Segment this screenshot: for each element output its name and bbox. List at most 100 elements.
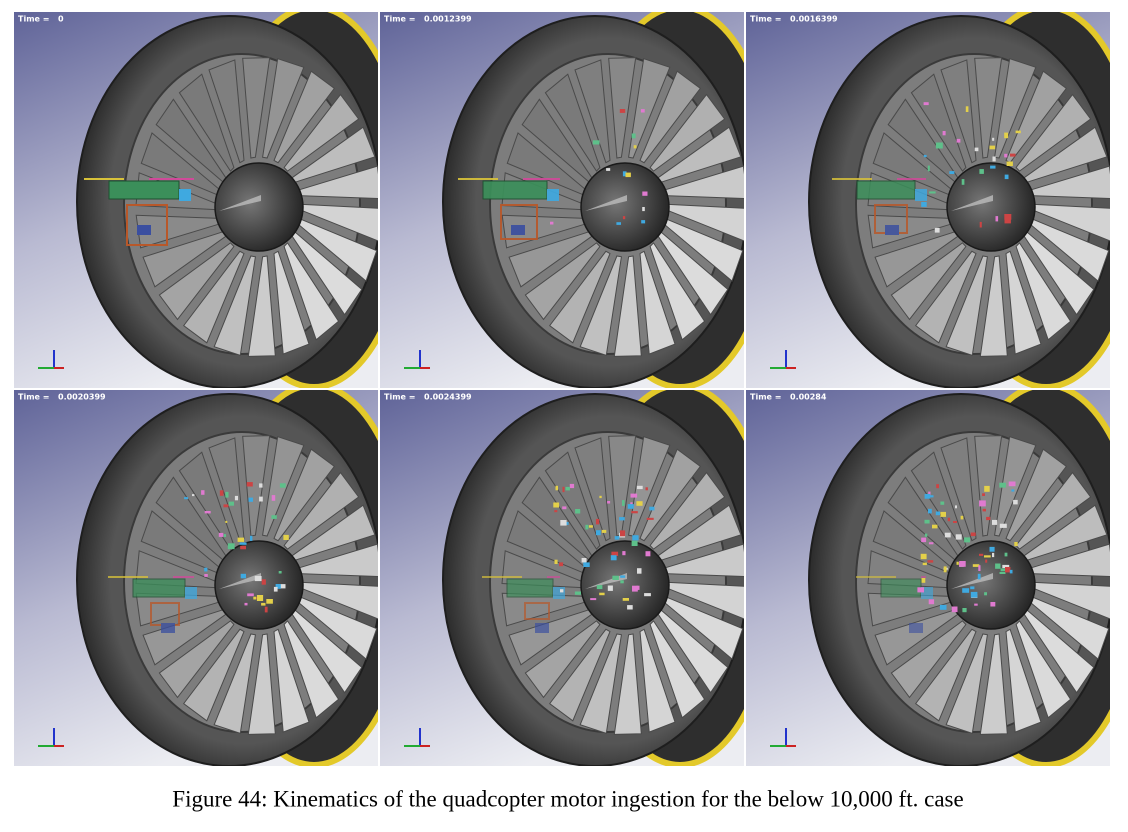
fan-blade [649,242,706,341]
debris [239,542,247,545]
debris [204,567,208,572]
debris [645,551,651,557]
debris [999,482,1006,488]
debris [204,511,211,514]
debris [932,524,938,529]
spinner-highlight [219,573,261,589]
fan-blade [1005,628,1042,733]
debris [1014,542,1018,547]
fan-blade [649,620,706,719]
debris [979,500,986,507]
debris [588,525,593,528]
debris [944,532,951,538]
fan-blade [548,250,611,344]
debris [951,606,958,613]
debris [924,494,931,499]
fan-blade [273,448,336,542]
debris [627,605,633,610]
drone-body [132,578,186,598]
debris [248,497,253,502]
figure-caption: Figure 44: Kinematics of the quadcopter … [172,786,963,811]
debris [995,216,999,222]
debris [642,207,645,212]
debris [1004,174,1009,180]
debris [642,191,648,196]
frame-content [14,390,378,766]
debris [565,486,570,491]
fan-blade [242,57,271,159]
debris [601,529,607,533]
drone-camera [547,189,559,201]
debris [999,523,1007,528]
debris [928,542,934,545]
debris [261,579,266,585]
debris [273,586,278,592]
debris [596,585,603,590]
debris [254,576,262,582]
fan-blade [639,70,702,164]
debris [1015,130,1021,134]
debris [259,483,263,488]
debris [956,561,959,565]
drone-battery [137,225,151,235]
fan-blade [283,242,340,341]
debris [1004,552,1008,557]
debris [970,591,978,598]
debris [271,515,277,519]
debris [599,592,605,596]
time-value: 0.0016399 [790,15,838,24]
debris [920,553,927,560]
debris [640,109,645,113]
fan-blade [649,471,726,550]
debris [645,487,648,491]
debris [985,559,988,563]
time-label: Time = [18,15,49,24]
debris [622,500,625,506]
debris [999,572,1006,574]
debris [986,516,991,521]
drone-body [856,180,916,200]
debris [974,603,978,606]
simulation-frame: Time = 0.00284 [746,390,1110,766]
frame-content [380,390,744,766]
fan-blade [158,620,235,699]
fan-blade [524,620,601,699]
drone-body [506,578,554,598]
debris [929,495,934,498]
spinner [580,162,670,252]
debris [574,591,581,595]
debris [636,585,640,590]
debris [992,519,998,525]
fan-blade [213,255,256,356]
debris [562,486,565,493]
drone-camera [185,587,197,599]
debris [622,598,629,601]
fan-blade [579,633,622,734]
debris [972,564,980,567]
debris [622,551,626,556]
fan-blade [1005,448,1068,542]
debris [560,520,567,526]
debris [921,578,926,583]
debris [228,501,234,506]
drone-body [880,578,922,598]
debris [928,599,935,605]
fan-blade [628,436,671,537]
fan-blade [1005,250,1042,355]
fan-blade [940,437,977,542]
debris [620,575,626,578]
spinner-highlight [951,573,993,589]
fan-blade [914,250,977,344]
debris [921,202,927,207]
debris [979,169,984,174]
debris [619,517,625,521]
debris [923,102,929,106]
debris [246,482,253,487]
fan-blade [213,633,256,734]
debris [649,506,655,511]
drone-body [108,180,180,200]
fan-blade [979,633,1008,735]
debris [978,565,981,571]
time-value: 0.00284 [790,393,827,402]
